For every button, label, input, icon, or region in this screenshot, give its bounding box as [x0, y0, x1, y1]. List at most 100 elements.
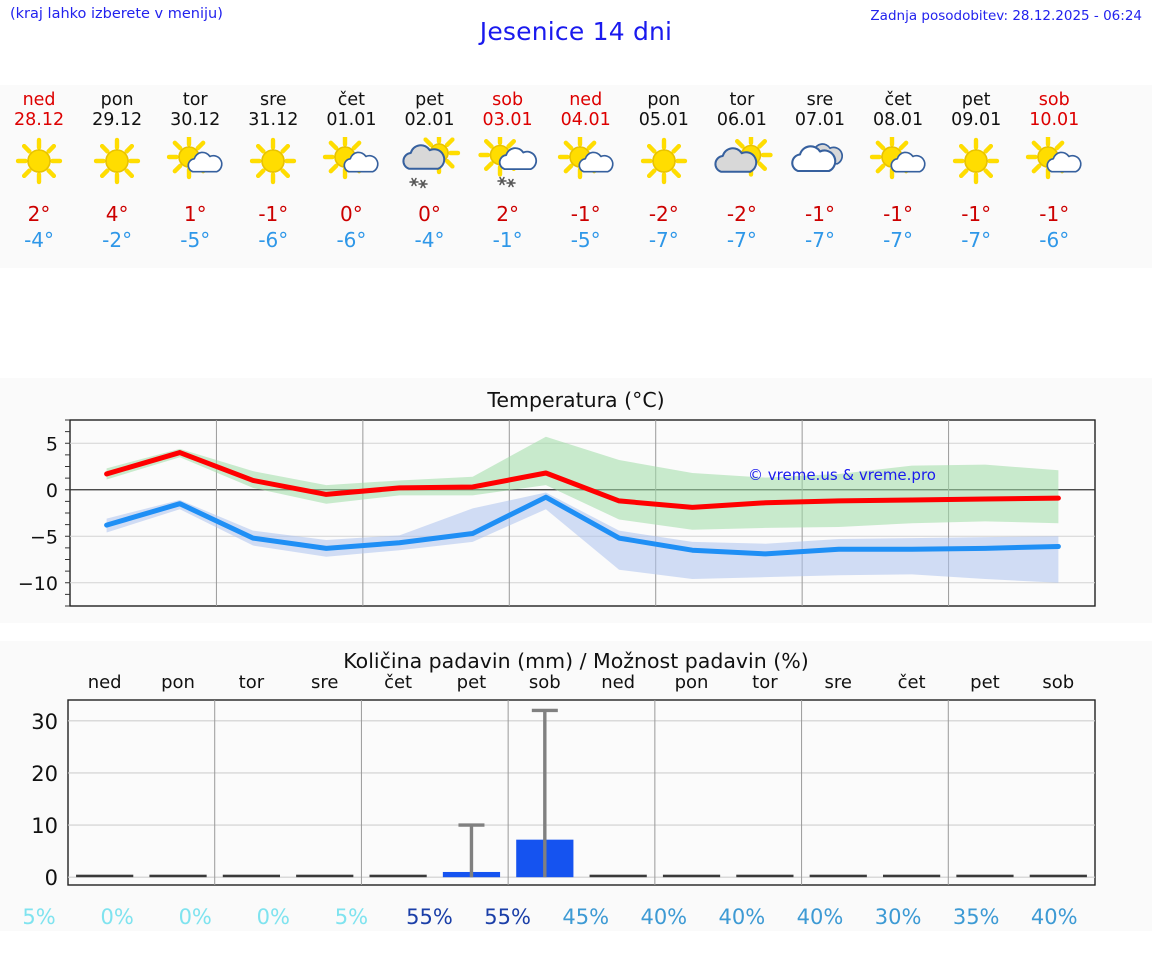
day-cell-29.12[interactable]: pon 29.12 4° -2°: [78, 85, 156, 268]
temperature-min: -7°: [805, 228, 835, 252]
day-cell-03.01[interactable]: sob 03.01 2° -1°: [469, 85, 547, 268]
svg-text:5: 5: [46, 433, 58, 455]
svg-text:pet: pet: [970, 672, 1000, 693]
day-cell-05.01[interactable]: pon 05.01 -2° -7°: [625, 85, 703, 268]
temperature-chart-svg: 5 0 −5 −10: [18, 419, 1096, 607]
sunny-icon: [625, 135, 703, 191]
temperature-min: -1°: [492, 228, 523, 252]
temperature-max: -2°: [726, 202, 757, 226]
day-cell-31.12[interactable]: sre 31.12 -1° -6°: [234, 85, 312, 268]
temperature-min: -4°: [24, 228, 55, 252]
partly-cloudy-snow-icon: [469, 135, 547, 191]
temperature-min: -2°: [102, 228, 133, 252]
svg-text:sre: sre: [825, 672, 852, 693]
day-date: 10.01: [1029, 110, 1080, 130]
svg-text:pet: pet: [457, 672, 487, 693]
day-cell-30.12[interactable]: tor 30.12 1° -5°: [156, 85, 234, 268]
day-of-week: tor: [182, 90, 208, 110]
precipitation-probability: 30%: [874, 905, 922, 929]
temperature-max: 2°: [27, 202, 51, 226]
cloudy-sun-icon: [703, 135, 781, 191]
day-cell-28.12[interactable]: ned 28.12 2° -4°: [0, 85, 78, 268]
svg-text:sob: sob: [1042, 672, 1074, 693]
day-cell-06.01[interactable]: tor 06.01 -2° -7°: [703, 85, 781, 268]
svg-text:ned: ned: [88, 672, 122, 693]
svg-text:10: 10: [31, 814, 58, 838]
temperature-min: -6°: [1039, 228, 1070, 252]
day-cell-02.01[interactable]: pet 02.01 0° -4°: [390, 85, 468, 268]
svg-text:−5: −5: [30, 526, 58, 548]
partly-cloudy-icon: [156, 135, 234, 191]
copyright-label: © vreme.us & vreme.pro: [748, 466, 936, 484]
temperature-min: -7°: [961, 228, 992, 252]
day-cell-09.01[interactable]: pet 09.01 -1° -7°: [937, 85, 1015, 268]
sunny-icon: [0, 135, 78, 191]
day-of-week: sob: [1038, 90, 1070, 110]
menu-hint: (kraj lahko izberete v meniju): [10, 6, 223, 22]
precipitation-chart-title: Količina padavin (mm) / Možnost padavin …: [343, 649, 809, 673]
day-date: 07.01: [794, 110, 846, 130]
precipitation-probability: 0%: [256, 905, 290, 929]
temperature-max: -1°: [883, 202, 914, 226]
temperature-max: 2°: [496, 202, 519, 226]
svg-text:30: 30: [31, 710, 58, 734]
day-of-week: čet: [884, 90, 912, 110]
svg-text:pon: pon: [675, 672, 709, 693]
partly-cloudy-icon: [547, 135, 625, 191]
partly-cloudy-icon: [1015, 135, 1093, 191]
day-of-week: pet: [415, 90, 444, 110]
temperature-min: -6°: [336, 228, 367, 252]
svg-text:pon: pon: [161, 672, 195, 693]
partly-cloudy-icon: [312, 135, 390, 191]
precipitation-probability: 5%: [22, 905, 56, 929]
day-of-week: ned: [569, 90, 603, 110]
precipitation-probability: 0%: [178, 905, 212, 929]
svg-text:0: 0: [45, 866, 58, 890]
temperature-max: -1°: [805, 202, 835, 226]
day-cell-04.01[interactable]: ned 04.01 -1° -5°: [547, 85, 625, 268]
day-date: 04.01: [560, 110, 611, 130]
precipitation-probability: 35%: [952, 905, 1000, 929]
page-header: (kraj lahko izberete v meniju) Jesenice …: [0, 0, 1152, 72]
temperature-max: -1°: [1039, 202, 1070, 226]
day-of-week: čet: [337, 90, 366, 110]
day-date: 08.01: [873, 110, 924, 130]
day-cell-07.01[interactable]: sre 07.01 -1° -7°: [781, 85, 859, 268]
precipitation-probability: 0%: [100, 905, 134, 929]
day-date: 31.12: [248, 110, 299, 130]
svg-text:sre: sre: [311, 672, 338, 693]
day-date: 05.01: [638, 110, 689, 130]
temperature-min: -4°: [414, 228, 445, 252]
day-of-week: tor: [729, 90, 755, 110]
svg-text:0: 0: [46, 480, 58, 502]
precipitation-chart-svg: 30 20 10 0 ned pon tor sre čet pet sob ned pon tor sre…: [31, 672, 1096, 890]
day-date: 06.01: [716, 110, 767, 130]
precipitation-probability-row: 5% 0% 0% 0% 5% 55% 55% 45% 40% 40% 40% 30% 35% 40%: [0, 900, 1152, 940]
cloudy-snow-icon: [390, 135, 468, 191]
last-updated: Zadnja posodobitev: 28.12.2025 - 06:24: [870, 8, 1142, 24]
day-cell-08.01[interactable]: čet 08.01 -1° -7°: [859, 85, 937, 268]
forecast-days-strip: ned 28.12 2° -4° pon 29.12 4° -2° tor 30.12 1° -5° s…: [0, 85, 1152, 268]
day-of-week: pet: [961, 90, 991, 110]
precipitation-chart-panel: Količina padavin (mm) / Možnost padavin …: [0, 641, 1152, 931]
temperature-max: 1°: [183, 202, 207, 226]
day-of-week: pon: [647, 90, 681, 110]
svg-text:−10: −10: [18, 573, 58, 595]
temperature-max: 0°: [418, 202, 441, 226]
temperature-min: -5°: [180, 228, 211, 252]
day-date: 28.12: [13, 110, 65, 130]
day-cell-01.01[interactable]: čet 01.01 0° -6°: [312, 85, 390, 268]
temperature-max: 0°: [340, 202, 363, 226]
day-date: 02.01: [404, 110, 455, 130]
temperature-min: -7°: [726, 228, 757, 252]
day-cell-10.01[interactable]: sob 10.01 -1° -6°: [1015, 85, 1093, 268]
temperature-max: -1°: [961, 202, 992, 226]
day-date: 29.12: [92, 110, 143, 130]
temperature-chart-title: Temperatura (°C): [487, 388, 665, 412]
precipitation-probability: 55%: [484, 905, 531, 929]
svg-text:čet: čet: [384, 672, 412, 693]
precipitation-probability: 55%: [406, 905, 453, 929]
svg-text:čet: čet: [898, 672, 926, 693]
day-of-week: sre: [259, 90, 287, 110]
svg-text:sob: sob: [529, 672, 561, 693]
